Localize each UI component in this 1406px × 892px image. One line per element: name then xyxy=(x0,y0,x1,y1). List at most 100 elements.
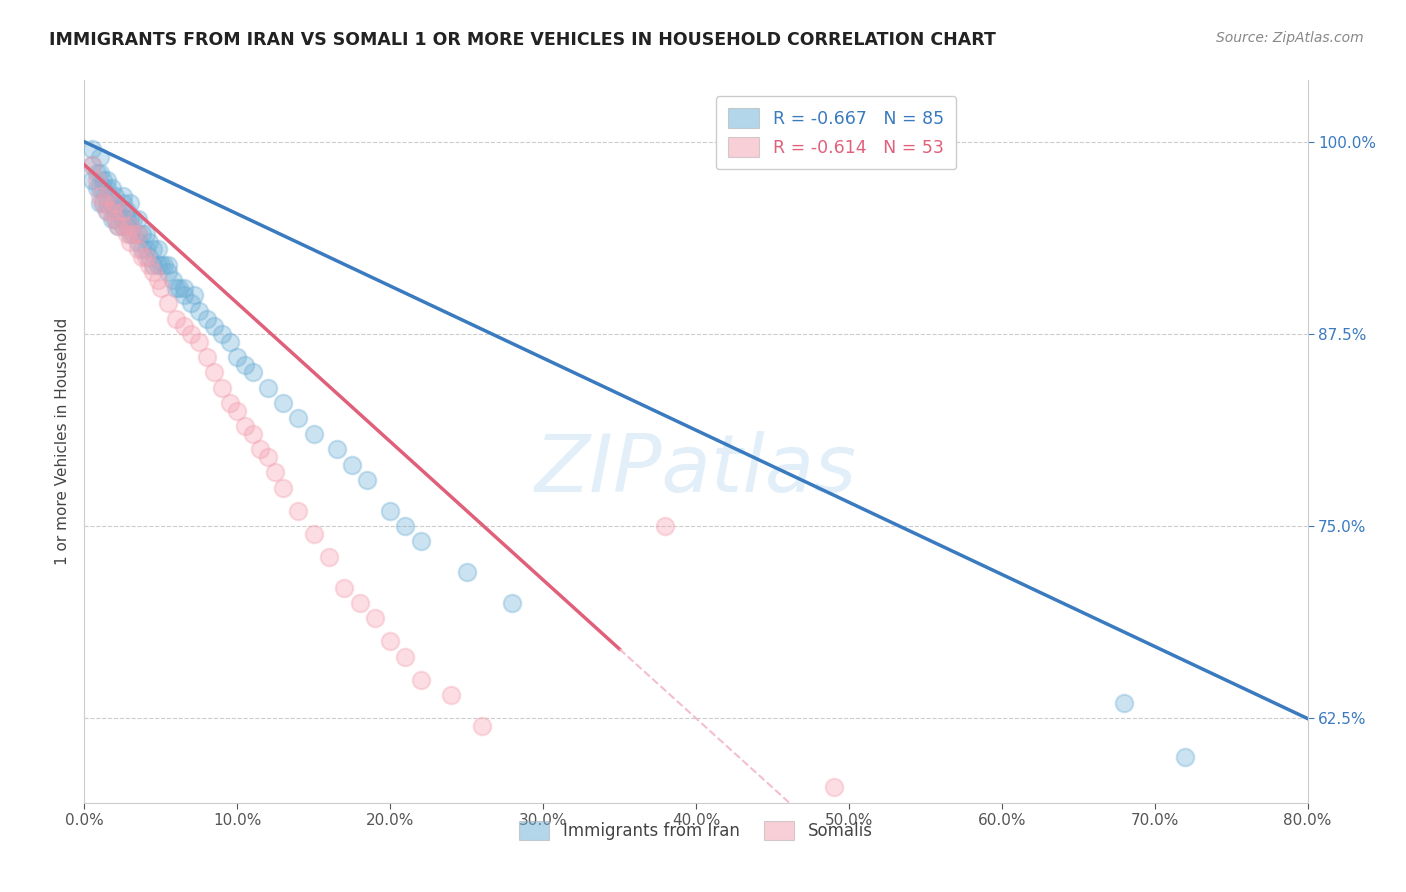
Point xyxy=(202,365,225,379)
Point xyxy=(409,673,432,687)
Point xyxy=(80,143,103,157)
Point xyxy=(226,350,249,364)
Point xyxy=(122,227,145,241)
Point xyxy=(104,203,127,218)
Point xyxy=(131,243,153,257)
Point xyxy=(325,442,347,457)
Point xyxy=(654,519,676,533)
Point xyxy=(115,211,138,226)
Point xyxy=(111,203,134,218)
Point xyxy=(146,273,169,287)
Point xyxy=(380,504,402,518)
Point xyxy=(173,319,195,334)
Text: Source: ZipAtlas.com: Source: ZipAtlas.com xyxy=(1216,31,1364,45)
Text: ZIPatlas: ZIPatlas xyxy=(534,432,858,509)
Point xyxy=(157,296,180,310)
Point xyxy=(380,634,402,648)
Point xyxy=(111,188,134,202)
Point xyxy=(333,581,356,595)
Point xyxy=(135,250,157,264)
Point xyxy=(135,227,157,241)
Point xyxy=(1114,696,1136,710)
Point xyxy=(111,211,134,226)
Point xyxy=(96,203,118,218)
Point xyxy=(107,219,129,234)
Point xyxy=(131,227,153,241)
Point xyxy=(138,250,160,264)
Point xyxy=(202,319,225,334)
Point xyxy=(111,219,134,234)
Point xyxy=(149,258,172,272)
Point xyxy=(257,381,280,395)
Point xyxy=(233,419,256,434)
Point xyxy=(146,258,169,272)
Point xyxy=(89,181,111,195)
Point xyxy=(91,181,114,195)
Point xyxy=(149,281,172,295)
Point xyxy=(271,396,294,410)
Point xyxy=(120,227,142,241)
Point xyxy=(142,265,165,279)
Point xyxy=(195,311,218,326)
Point xyxy=(89,150,111,164)
Point xyxy=(115,227,138,241)
Point xyxy=(104,211,127,226)
Point xyxy=(120,196,142,211)
Point xyxy=(131,250,153,264)
Point xyxy=(127,243,149,257)
Point xyxy=(394,519,416,533)
Point xyxy=(349,596,371,610)
Point xyxy=(242,426,264,441)
Point xyxy=(115,219,138,234)
Point xyxy=(89,188,111,202)
Point xyxy=(111,196,134,211)
Point xyxy=(91,173,114,187)
Point xyxy=(394,649,416,664)
Point xyxy=(165,281,187,295)
Point xyxy=(104,211,127,226)
Point xyxy=(91,196,114,211)
Point xyxy=(89,196,111,211)
Point xyxy=(364,611,387,625)
Point xyxy=(80,158,103,172)
Point xyxy=(96,188,118,202)
Point xyxy=(218,396,240,410)
Point xyxy=(287,411,309,425)
Point xyxy=(107,203,129,218)
Point xyxy=(167,281,190,295)
Point xyxy=(120,219,142,234)
Point xyxy=(264,465,287,479)
Point xyxy=(107,219,129,234)
Point xyxy=(96,188,118,202)
Point xyxy=(135,243,157,257)
Point xyxy=(162,273,184,287)
Point xyxy=(138,258,160,272)
Point xyxy=(188,334,211,349)
Point xyxy=(242,365,264,379)
Point xyxy=(89,165,111,179)
Point xyxy=(142,258,165,272)
Point xyxy=(318,549,340,564)
Point xyxy=(211,326,233,341)
Point xyxy=(104,196,127,211)
Point xyxy=(218,334,240,349)
Point xyxy=(271,481,294,495)
Point xyxy=(440,688,463,702)
Point xyxy=(91,196,114,211)
Point xyxy=(104,188,127,202)
Point xyxy=(96,203,118,218)
Point xyxy=(356,473,378,487)
Point xyxy=(233,358,256,372)
Point xyxy=(122,211,145,226)
Point xyxy=(302,526,325,541)
Point xyxy=(127,227,149,241)
Point xyxy=(122,227,145,241)
Point xyxy=(127,235,149,249)
Point xyxy=(86,165,108,179)
Point xyxy=(1174,749,1197,764)
Point xyxy=(115,203,138,218)
Point xyxy=(101,196,124,211)
Point xyxy=(173,288,195,302)
Point xyxy=(249,442,271,457)
Point xyxy=(101,211,124,226)
